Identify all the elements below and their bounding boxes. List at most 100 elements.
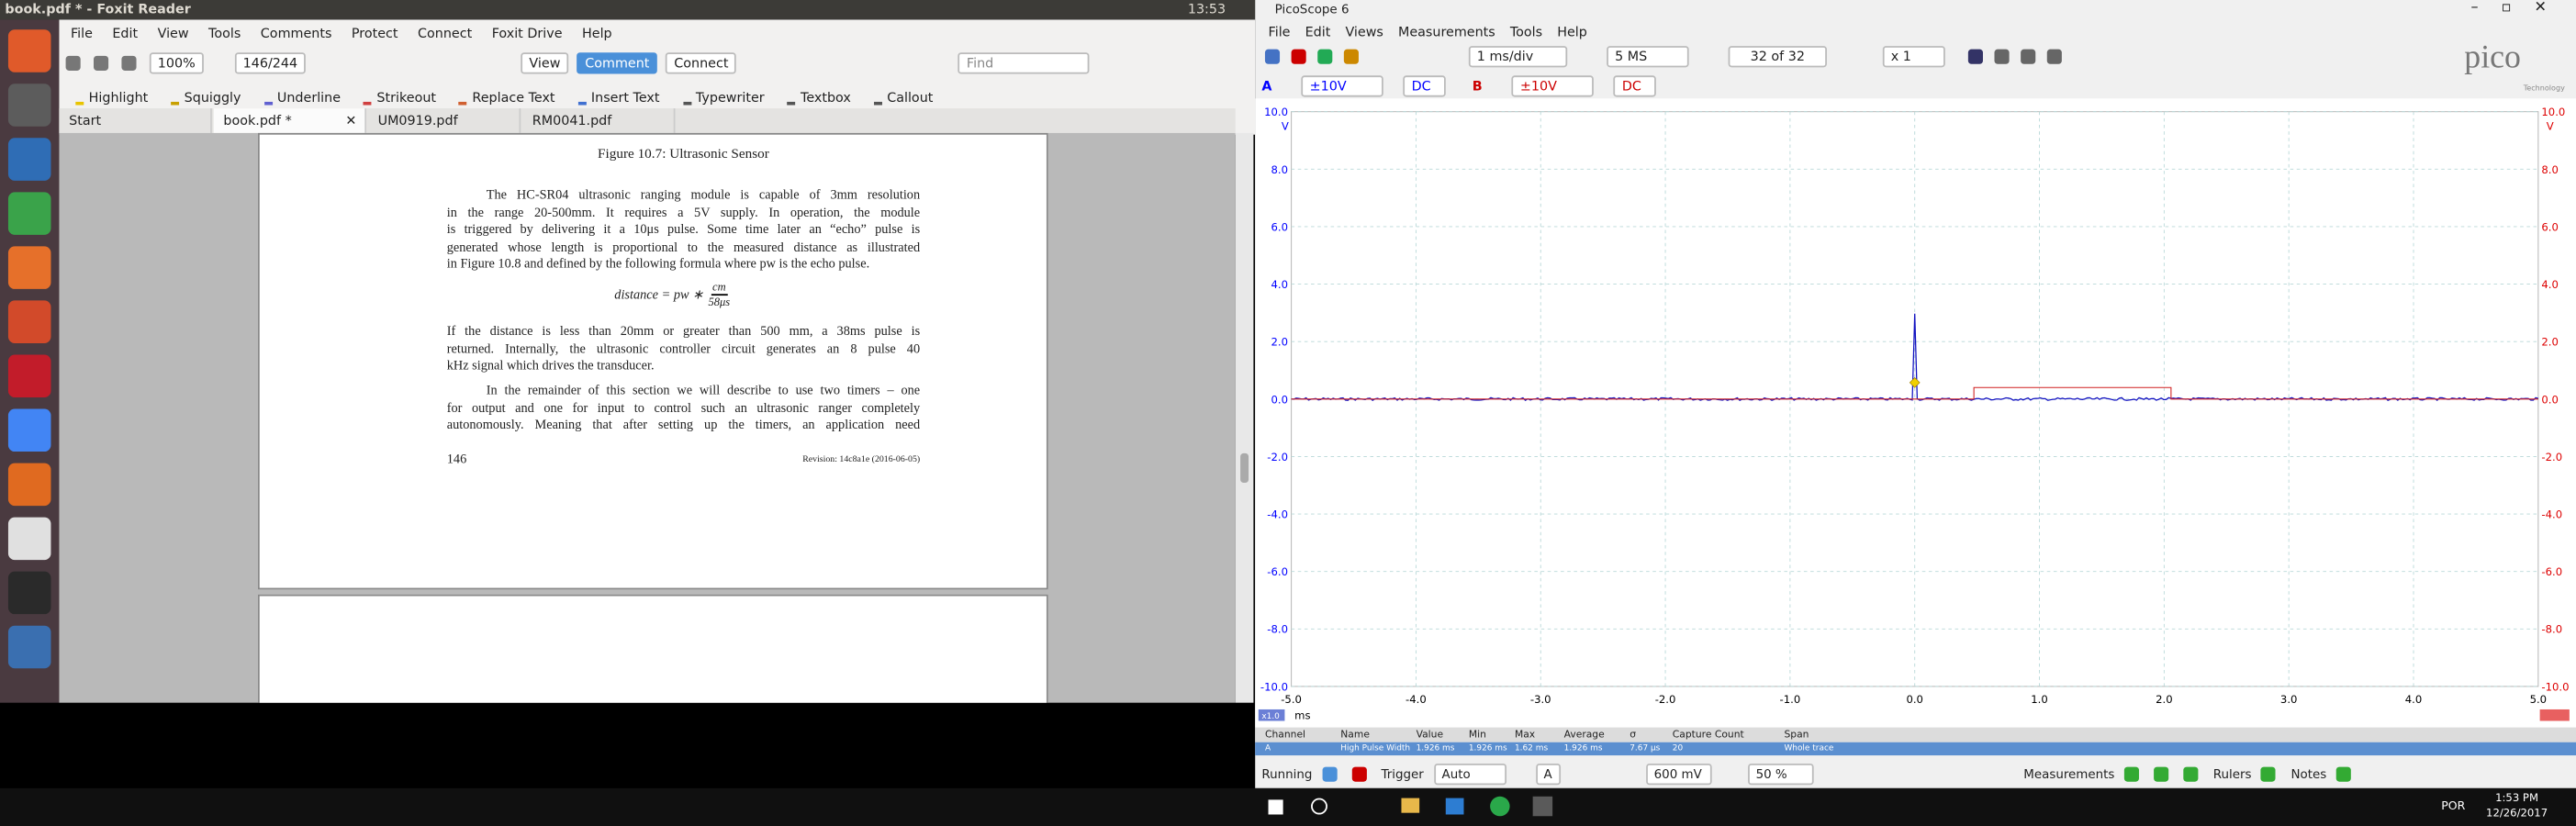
tab[interactable]: book.pdf * ✕ bbox=[213, 108, 367, 133]
launcher-icon[interactable] bbox=[7, 571, 51, 615]
zoom[interactable]: x 1 bbox=[1882, 46, 1945, 68]
tool[interactable]: Insert Text bbox=[577, 89, 660, 105]
menu-item[interactable]: Foxit Drive bbox=[491, 25, 563, 40]
tab[interactable]: Start bbox=[59, 108, 212, 133]
y2-tick-label: 4.0 bbox=[2541, 278, 2559, 291]
scrollbar[interactable] bbox=[1235, 132, 1254, 703]
launcher-icon[interactable] bbox=[7, 354, 51, 398]
x-tick-label: 3.0 bbox=[2280, 693, 2298, 706]
comment-button[interactable]: Comment bbox=[577, 51, 658, 73]
start-button[interactable] bbox=[1268, 799, 1283, 815]
icon[interactable] bbox=[2261, 765, 2277, 781]
zoom-box[interactable]: 100% bbox=[149, 51, 204, 73]
tool-label: Insert Text bbox=[590, 89, 660, 105]
app-store[interactable] bbox=[1445, 798, 1464, 815]
menu-item[interactable]: Edit bbox=[1305, 23, 1331, 39]
timebase[interactable]: 1 ms/div bbox=[1468, 46, 1568, 68]
tool[interactable]: Replace Text bbox=[459, 90, 555, 105]
y-tick-label: 0.0 bbox=[1271, 393, 1288, 406]
menu-item[interactable]: Comments bbox=[260, 25, 332, 40]
column-header: Value bbox=[1416, 729, 1444, 741]
menu-item[interactable]: Help bbox=[582, 25, 612, 40]
launcher-icon[interactable] bbox=[7, 29, 51, 73]
icon[interactable] bbox=[2183, 765, 2199, 781]
trigger-mode[interactable]: Auto bbox=[1433, 763, 1506, 785]
x-tick-label: 4.0 bbox=[2405, 693, 2423, 706]
app-explorer[interactable] bbox=[1401, 798, 1420, 813]
range-b[interactable]: ±10V bbox=[1511, 74, 1595, 96]
tab[interactable]: RM0041.pdf bbox=[522, 108, 676, 133]
app-pico[interactable] bbox=[1490, 796, 1510, 817]
connect-button[interactable]: Connect bbox=[666, 51, 737, 73]
tool-icon bbox=[263, 90, 273, 105]
trigger-channel[interactable]: A bbox=[1535, 763, 1561, 785]
menu-item[interactable]: Protect bbox=[351, 25, 398, 40]
tab[interactable]: UM0919.pdf bbox=[367, 108, 521, 133]
cell: 1.926 ms bbox=[1416, 743, 1455, 754]
search-button[interactable] bbox=[1311, 798, 1327, 815]
stop-button[interactable] bbox=[1351, 765, 1367, 781]
menu-item[interactable]: Connect bbox=[418, 25, 473, 40]
column-header: Name bbox=[1340, 729, 1370, 741]
menu-item[interactable]: Edit bbox=[112, 25, 139, 40]
menu-item[interactable]: Tools bbox=[208, 25, 241, 40]
tool[interactable]: Squiggly bbox=[171, 90, 241, 105]
tool[interactable]: Typewriter bbox=[682, 90, 765, 105]
launcher-icon[interactable] bbox=[7, 192, 51, 235]
menu-item[interactable]: Help bbox=[1557, 23, 1587, 39]
coupling-a[interactable]: DC bbox=[1403, 74, 1447, 96]
position[interactable]: 50 % bbox=[1747, 763, 1814, 785]
y-unit: V bbox=[1282, 119, 1289, 132]
launcher-icon[interactable] bbox=[7, 517, 51, 561]
text-line: The HC-SR04 ultrasonic ranging module is… bbox=[486, 186, 921, 203]
text-line: in the range 20-500mm. It requires a 5V … bbox=[446, 204, 921, 220]
paragraph: If the distance is less than 20mm or gre… bbox=[447, 323, 920, 375]
view-button[interactable]: View bbox=[521, 51, 569, 73]
window-title: book.pdf * - Foxit Reader bbox=[5, 1, 191, 17]
icon bbox=[1291, 49, 1306, 64]
tool[interactable]: Callout bbox=[873, 90, 933, 105]
launcher-icon[interactable] bbox=[7, 138, 51, 181]
channel-bar: A ±10V DC B ±10V DC bbox=[1261, 74, 1657, 97]
find-box[interactable]: Find bbox=[958, 51, 1091, 73]
launcher-icon[interactable] bbox=[7, 300, 51, 343]
x-tick-label: 0.0 bbox=[1906, 693, 1923, 706]
text-line: generated whose length is proportional t… bbox=[446, 239, 921, 254]
trigger: Trigger bbox=[1381, 765, 1424, 781]
icon[interactable] bbox=[2154, 765, 2169, 781]
tool[interactable]: Underline bbox=[263, 90, 341, 105]
app-active[interactable] bbox=[1532, 796, 1553, 817]
launcher-icon[interactable] bbox=[7, 246, 51, 289]
launcher-icon[interactable] bbox=[7, 84, 51, 127]
revision: Revision: 14c8a1e (2016-06-05) bbox=[802, 454, 921, 465]
trace-a bbox=[1291, 313, 2539, 402]
menu-item[interactable]: Views bbox=[1345, 23, 1383, 39]
icon[interactable] bbox=[2336, 765, 2352, 781]
samples[interactable]: 5 MS bbox=[1607, 46, 1689, 68]
menu-item[interactable]: View bbox=[157, 25, 189, 40]
buffer[interactable]: 32 of 32 bbox=[1728, 46, 1827, 68]
range-a[interactable]: ±10V bbox=[1301, 74, 1384, 96]
threshold[interactable]: 600 mV bbox=[1645, 763, 1712, 785]
icon[interactable] bbox=[2124, 765, 2140, 781]
tool[interactable]: Strikeout bbox=[364, 90, 436, 105]
menu-item[interactable]: File bbox=[1268, 23, 1291, 39]
tool[interactable]: Highlight bbox=[75, 90, 148, 105]
launcher-icon[interactable] bbox=[7, 625, 51, 669]
clock: 13:53 bbox=[1187, 1, 1226, 17]
launcher-icon[interactable] bbox=[7, 463, 51, 507]
launcher bbox=[0, 19, 60, 703]
menu-item[interactable]: Measurements bbox=[1397, 23, 1495, 39]
pico-toolbar: 1 ms/div 5 MS 32 of 32 x 1 bbox=[1264, 44, 2066, 69]
menu-item[interactable]: File bbox=[70, 25, 93, 40]
window-controls[interactable]: –▫✕ bbox=[2470, 0, 2570, 17]
menu-item[interactable]: Tools bbox=[1509, 23, 1543, 39]
tool[interactable]: Textbox bbox=[787, 90, 851, 105]
tab-close[interactable]: ✕ bbox=[345, 113, 357, 128]
run-button[interactable] bbox=[1322, 765, 1338, 781]
coupling-b[interactable]: DC bbox=[1613, 74, 1657, 96]
page-box[interactable]: 146/244 bbox=[234, 51, 307, 73]
formula-numerator: cm bbox=[711, 280, 728, 296]
launcher-icon[interactable] bbox=[7, 408, 51, 452]
scroll-thumb[interactable] bbox=[1240, 452, 1249, 484]
